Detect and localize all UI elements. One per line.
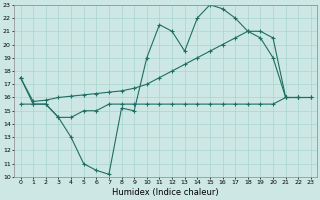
X-axis label: Humidex (Indice chaleur): Humidex (Indice chaleur) bbox=[112, 188, 219, 197]
